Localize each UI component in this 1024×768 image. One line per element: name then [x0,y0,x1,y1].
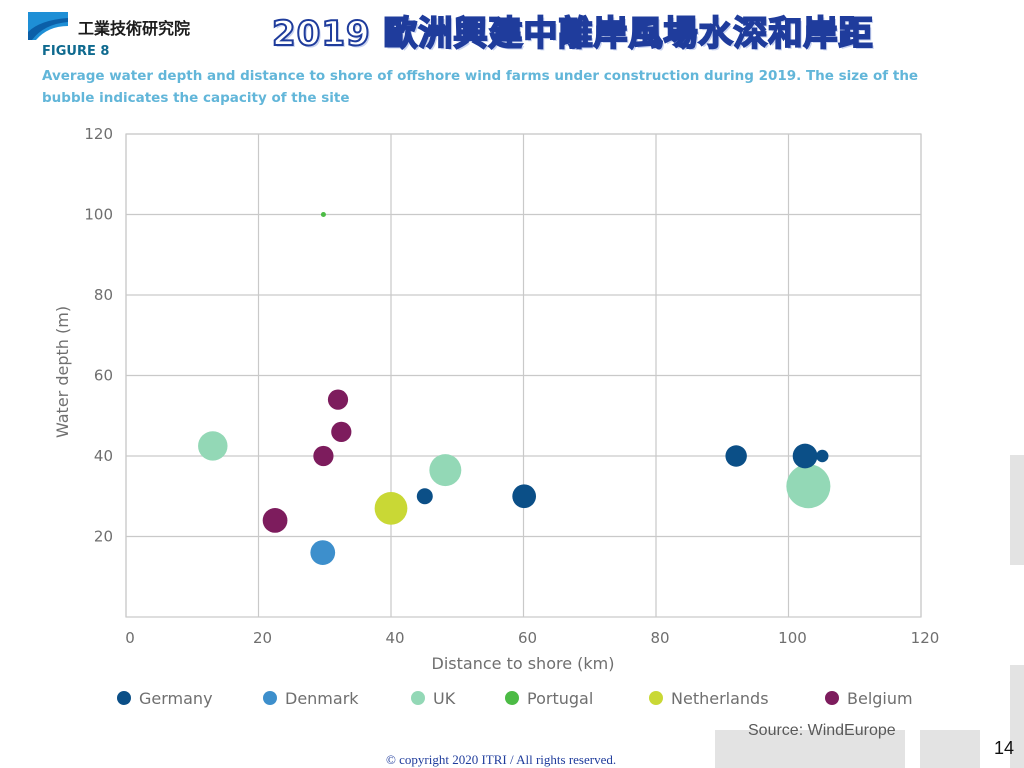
y-tick-labels: 20 40 60 80 100 120 [84,125,113,546]
legend-label-belgium: Belgium [847,689,913,708]
bubble-germany [725,445,747,467]
figure-label: FIGURE 8 [42,44,110,59]
legend-label-denmark: Denmark [285,689,359,708]
legend-label-portugal: Portugal [527,689,593,708]
source-note: Source: WindEurope [748,722,896,739]
org-name: 工業技術研究院 [78,19,191,38]
x-tick-label: 0 [125,629,135,647]
decor-block [1010,455,1024,565]
bubble-belgium [331,421,352,442]
bubble-netherlands [374,491,408,525]
page-number: 14 [994,738,1015,758]
figure-caption: Average water depth and distance to shor… [42,68,919,106]
bubble-belgium [262,508,288,533]
bubble-portugal [320,211,326,218]
x-tick-labels: 0 20 40 60 80 100 120 [125,629,939,647]
legend-swatch-uk [411,691,425,705]
slide-title: 2019 歐洲興建中離岸風場水深和岸距 [271,13,874,55]
y-tick-label: 120 [84,125,113,143]
legend-label-germany: Germany [139,689,213,708]
decor-block [1010,665,1024,768]
x-tick-label: 40 [385,629,404,647]
decor-block [920,730,980,768]
y-tick-label: 80 [94,286,113,304]
bubble-uk [786,464,831,509]
legend-label-netherlands: Netherlands [671,689,769,708]
copyright-notice: © copyright 2020 ITRI / All rights reser… [386,752,617,767]
x-tick-label: 100 [778,629,807,647]
bubble-germany [416,488,433,505]
x-tick-label: 20 [253,629,272,647]
bubble-uk [198,431,228,461]
legend-swatch-denmark [263,691,277,705]
itri-logo [28,12,68,40]
legend-swatch-belgium [825,691,839,705]
bubble-germany [792,443,818,469]
y-tick-label: 20 [94,528,113,546]
legend-label-uk: UK [433,689,456,708]
bubbles [198,211,831,565]
bubble-germany [512,484,537,509]
x-axis-label: Distance to shore (km) [432,654,615,673]
x-tick-label: 120 [911,629,940,647]
legend-swatch-portugal [505,691,519,705]
bubble-denmark [310,540,336,565]
y-tick-label: 40 [94,447,113,465]
x-tick-label: 80 [650,629,669,647]
y-tick-label: 60 [94,367,113,385]
bubble-uk [429,454,462,487]
bubble-belgium [313,445,334,467]
legend-swatch-germany [117,691,131,705]
y-axis-label: Water depth (m) [53,306,72,438]
legend: Germany Denmark UK Portugal Netherlands Belgi… [117,689,913,708]
chart-grid [125,133,922,618]
decor-block [715,730,905,768]
x-tick-label: 60 [518,629,537,647]
bubble-belgium [327,389,349,410]
bubble-germany [816,449,829,463]
y-tick-label: 100 [84,206,113,224]
legend-swatch-netherlands [649,691,663,705]
